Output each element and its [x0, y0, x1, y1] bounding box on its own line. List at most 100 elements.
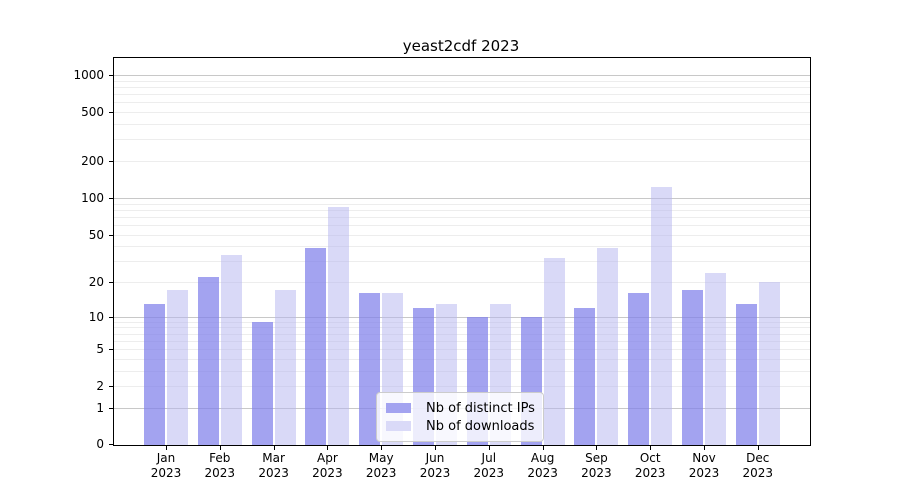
x-tick-label-jan: Jan 2023: [150, 451, 182, 480]
plot-area: 0 1 2 5 10 20 50 100 200 500 1000 Jan 2023 Feb 2023 Mar…: [73, 57, 811, 480]
bar-downloads-dec: [758, 282, 780, 445]
bar-downloads-oct: [651, 186, 673, 445]
x-tick-dec: [757, 446, 759, 450]
x-tick-jan: [166, 446, 167, 450]
major-gridline-1000: [114, 75, 810, 76]
legend-swatch-downloads: [386, 421, 411, 431]
minor-gridline-70: [114, 216, 810, 218]
major-gridline-10: [114, 316, 810, 318]
minor-gridline-5: [114, 349, 810, 351]
bar-distinct-ips-mar: [251, 321, 273, 445]
legend-label-distinct-ips: Nb of distinct IPs: [426, 400, 535, 416]
bar-downloads-sep: [597, 247, 619, 445]
minor-gridline-20: [114, 282, 810, 283]
y-tick-500: [109, 112, 113, 114]
y-tick-200: [109, 161, 113, 162]
legend-label-downloads: Nb of downloads: [426, 418, 535, 434]
minor-gridline-40: [114, 246, 810, 248]
x-tick-label-jun: Jun 2023: [419, 451, 451, 480]
minor-gridline-700: [114, 94, 810, 96]
minor-gridline-8: [114, 327, 810, 329]
minor-gridline-50: [114, 234, 810, 236]
y-tick-label-200: 200: [81, 154, 104, 168]
bar-downloads-mar: [274, 290, 296, 445]
y-tick-label-1: 1: [96, 400, 104, 415]
x-tick-label-nov: Nov 2023: [688, 451, 720, 480]
x-tick-label-jul: Jul 2023: [473, 451, 505, 480]
y-tick-label-2: 2: [96, 379, 104, 394]
y-tick-10: [109, 316, 113, 318]
minor-gridline-60: [114, 224, 810, 226]
chart-title: yeast2cdf 2023: [402, 37, 520, 55]
y-tick-label-20: 20: [88, 275, 104, 289]
bar-distinct-ips-apr: [305, 247, 327, 445]
y-tick-label-50: 50: [88, 227, 104, 242]
legend-item-downloads: Nb of downloads: [386, 417, 535, 435]
bar-distinct-ips-feb: [197, 277, 219, 445]
minor-gridline-800: [114, 87, 810, 88]
legend: Nb of distinct IPs Nb of downloads: [376, 392, 544, 442]
x-tick-jun: [435, 446, 436, 450]
minor-gridline-400: [114, 124, 810, 125]
minor-gridline-300: [114, 139, 810, 141]
bar-distinct-ips-sep: [574, 307, 596, 445]
bar-downloads-apr: [328, 206, 350, 445]
bar-distinct-ips-dec: [735, 303, 757, 445]
x-tick-mar: [273, 446, 275, 450]
minor-gridline-30: [114, 261, 810, 263]
y-tick-1: [109, 407, 113, 409]
x-tick-label-may: May 2023: [365, 451, 397, 480]
minor-gridline-6: [114, 340, 810, 342]
y-tick-100: [109, 197, 113, 199]
y-tick-50: [109, 234, 113, 236]
x-tick-apr: [327, 446, 329, 450]
bar-distinct-ips-jan: [144, 303, 165, 445]
x-tick-label-oct: Oct 2023: [634, 451, 666, 480]
y-tick-label-5: 5: [96, 342, 104, 357]
y-tick-2: [109, 386, 113, 388]
legend-item-distinct-ips: Nb of distinct IPs: [386, 399, 535, 417]
x-tick-aug: [542, 446, 544, 450]
bar-distinct-ips-nov: [682, 290, 703, 445]
y-tick-label-500: 500: [81, 105, 104, 120]
x-tick-label-sep: Sep 2023: [581, 451, 612, 480]
y-tick-label-0: 0: [96, 437, 104, 451]
x-tick-label-feb: Feb 2023: [204, 451, 236, 480]
major-gridline-100: [114, 197, 810, 199]
x-tick-oct: [650, 446, 652, 450]
x-tick-label-apr: Apr 2023: [312, 451, 343, 480]
x-tick-label-mar: Mar 2023: [258, 451, 289, 480]
minor-gridline-900: [114, 80, 810, 82]
minor-gridline-90: [114, 203, 810, 205]
x-tick-label-aug: Aug 2023: [527, 451, 558, 480]
minor-gridline-9: [114, 321, 810, 323]
y-tick-label-1000: 1000: [73, 68, 104, 82]
minor-gridline-7: [114, 333, 810, 335]
bar-downloads-nov: [705, 272, 726, 445]
bar-downloads-aug: [543, 257, 565, 445]
x-tick-sep: [596, 446, 598, 450]
minor-gridline-3: [114, 370, 810, 372]
minor-gridline-200: [114, 161, 810, 162]
x-tick-nov: [704, 446, 705, 450]
minor-gridline-600: [114, 102, 810, 104]
bar-distinct-ips-oct: [628, 293, 650, 445]
x-tick-jul: [488, 446, 490, 450]
y-tick-label-10: 10: [88, 309, 104, 324]
x-tick-may: [381, 446, 383, 450]
x-tick-label-dec: Dec 2023: [742, 451, 774, 480]
minor-gridline-2: [114, 386, 810, 388]
minor-gridline-80: [114, 209, 810, 211]
y-tick-5: [109, 349, 113, 351]
minor-gridline-500: [114, 112, 810, 114]
bar-downloads-jan: [167, 290, 188, 445]
y-tick-label-100: 100: [81, 190, 104, 205]
x-tick-feb: [219, 446, 221, 450]
bar-distinct-ips-may: [359, 293, 381, 445]
y-tick-20: [109, 282, 113, 283]
y-tick-0: [109, 444, 113, 445]
bar-downloads-feb: [220, 254, 242, 445]
legend-swatch-distinct-ips: [386, 403, 411, 413]
minor-gridline-4: [114, 358, 810, 360]
